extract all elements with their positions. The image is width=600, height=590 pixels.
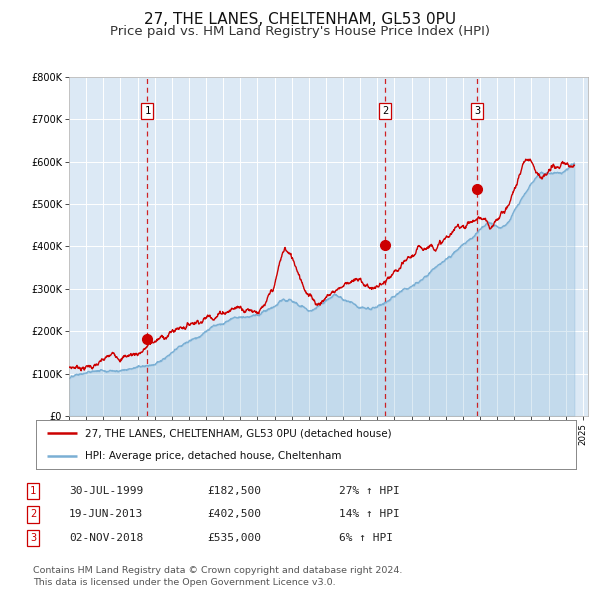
Text: 02-NOV-2018: 02-NOV-2018 (69, 533, 143, 543)
Text: 2: 2 (382, 106, 388, 116)
Text: 3: 3 (474, 106, 481, 116)
Text: 30-JUL-1999: 30-JUL-1999 (69, 486, 143, 496)
Text: Price paid vs. HM Land Registry's House Price Index (HPI): Price paid vs. HM Land Registry's House … (110, 25, 490, 38)
Text: 27% ↑ HPI: 27% ↑ HPI (339, 486, 400, 496)
Text: £535,000: £535,000 (207, 533, 261, 543)
Text: 14% ↑ HPI: 14% ↑ HPI (339, 510, 400, 519)
Text: 3: 3 (30, 533, 36, 543)
Text: £182,500: £182,500 (207, 486, 261, 496)
Text: 1: 1 (30, 486, 36, 496)
Text: 6% ↑ HPI: 6% ↑ HPI (339, 533, 393, 543)
Text: 27, THE LANES, CHELTENHAM, GL53 0PU (detached house): 27, THE LANES, CHELTENHAM, GL53 0PU (det… (85, 428, 391, 438)
Text: 1: 1 (145, 106, 151, 116)
Text: 27, THE LANES, CHELTENHAM, GL53 0PU: 27, THE LANES, CHELTENHAM, GL53 0PU (144, 12, 456, 27)
Text: 2: 2 (30, 510, 36, 519)
Text: Contains HM Land Registry data © Crown copyright and database right 2024.
This d: Contains HM Land Registry data © Crown c… (33, 566, 403, 587)
Text: HPI: Average price, detached house, Cheltenham: HPI: Average price, detached house, Chel… (85, 451, 341, 461)
Text: £402,500: £402,500 (207, 510, 261, 519)
Text: 19-JUN-2013: 19-JUN-2013 (69, 510, 143, 519)
